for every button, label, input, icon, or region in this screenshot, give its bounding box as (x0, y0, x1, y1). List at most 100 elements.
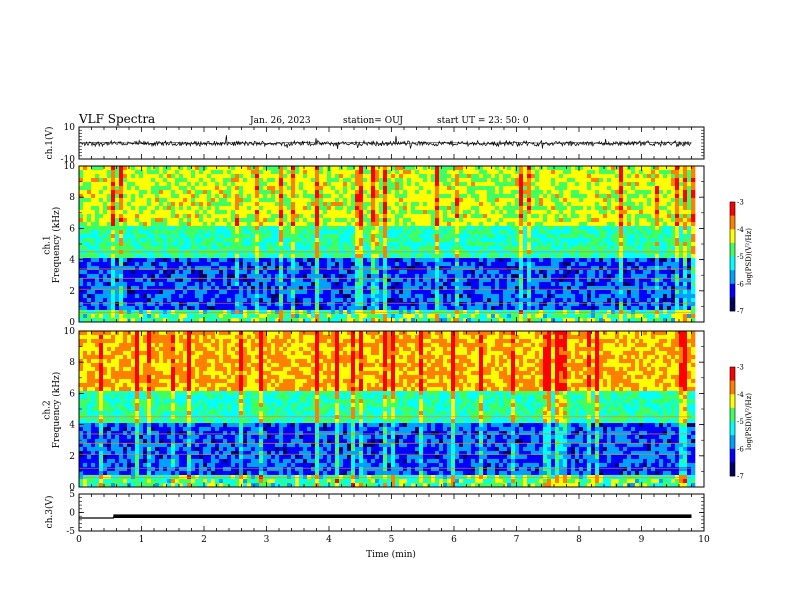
spectrogram-cell (259, 270, 264, 275)
spectrogram-cell (143, 230, 148, 235)
spectrogram-cell (331, 282, 336, 287)
spectrogram-cell (411, 222, 416, 227)
spectrogram-cell (135, 190, 140, 195)
spectrogram-cell (331, 230, 336, 235)
spectrogram-cell (251, 210, 256, 215)
spectrogram-cell (163, 226, 168, 231)
spectrogram-cell (419, 270, 424, 275)
spectrogram-cell (375, 290, 380, 295)
spectrogram-cell (359, 194, 364, 199)
spectrogram-cell (539, 210, 544, 215)
spectrogram-cell (183, 254, 188, 259)
spectrogram-cell (327, 302, 332, 307)
spectrogram-cell (303, 302, 308, 307)
spectrogram-cell (507, 214, 512, 219)
spectrogram-cell (375, 274, 380, 279)
spectrogram-cell (371, 170, 376, 175)
spectrogram-cell (195, 294, 200, 299)
spectrogram-cell (479, 314, 484, 319)
spectrogram-cell (327, 218, 332, 223)
spectrogram-cell (487, 234, 492, 239)
spectrogram-cell (327, 222, 332, 227)
spectrogram-cell (507, 258, 512, 263)
spectrogram-cell (503, 214, 508, 219)
spectrogram-cell (379, 266, 384, 271)
spectrogram-cell (423, 178, 428, 183)
spectrogram-cell (431, 302, 436, 307)
spectrogram-cell (87, 306, 92, 311)
spectrogram-cell (167, 170, 172, 175)
spectrogram-cell (507, 314, 512, 319)
spectrogram-cell (423, 310, 428, 315)
spectrogram-cell (435, 270, 440, 275)
spectrogram-cell (483, 238, 488, 243)
spectrogram-cell (347, 182, 352, 187)
spectrogram-cell (199, 246, 204, 251)
spectrogram-cell (447, 186, 452, 191)
spectrogram-cell (183, 290, 188, 295)
spectrogram-cell (263, 298, 268, 303)
spectrogram-cell (471, 242, 476, 247)
spectrogram-cell (155, 170, 160, 175)
spectrogram-cell (231, 302, 236, 307)
spectrogram-cell (355, 234, 360, 239)
spectrogram-cell (139, 194, 144, 199)
spectrogram-cell (187, 294, 192, 299)
spectrogram-cell (379, 254, 384, 259)
spectrogram-cell (483, 206, 488, 211)
spectrogram-cell (335, 198, 340, 203)
spectrogram-cell (567, 166, 572, 171)
spectrogram-cell (475, 194, 480, 199)
spectrogram-cell (363, 202, 368, 207)
spectrogram-cell (87, 318, 92, 323)
spectrogram-cell (375, 246, 380, 251)
spectrogram-cell (311, 166, 316, 171)
spectrogram-cell (499, 318, 504, 323)
spectrogram-cell (363, 282, 368, 287)
spectrogram-cell (207, 202, 212, 207)
spectrogram-cell (515, 182, 520, 187)
spectrogram-cell (127, 206, 132, 211)
spectrogram-cell (463, 210, 468, 215)
spectrogram-cell (415, 194, 420, 199)
spectrogram-cell (455, 190, 460, 195)
spectrogram-cell (571, 206, 576, 211)
spectrogram-cell (467, 202, 472, 207)
spectrogram-cell (87, 290, 92, 295)
spectrogram-cell (475, 246, 480, 251)
spectrogram-cell (359, 222, 364, 227)
spectrogram-cell (275, 210, 280, 215)
spectrogram-cell (111, 238, 116, 243)
spectrogram-cell (343, 230, 348, 235)
spectrogram-cell (539, 234, 544, 239)
spectrogram-cell (91, 210, 96, 215)
spectrogram-cell (391, 238, 396, 243)
spectrogram-cell (475, 290, 480, 295)
spectrogram-cell (79, 194, 84, 199)
spectrogram-cell (351, 206, 356, 211)
spectrogram-cell (191, 194, 196, 199)
spectrogram-cell (295, 242, 300, 247)
spectrogram-cell (323, 298, 328, 303)
spectrogram-cell (551, 198, 556, 203)
spectrogram-cell (187, 178, 192, 183)
spectrogram-cell (207, 258, 212, 263)
spectrogram-cell (95, 230, 100, 235)
spectrogram-cell (363, 226, 368, 231)
spectrogram-cell (195, 202, 200, 207)
spectrogram-cell (515, 258, 520, 263)
spectrogram-cell (563, 314, 568, 319)
spectrogram-cell (407, 274, 412, 279)
spectrogram-cell (475, 298, 480, 303)
spectrogram-cell (383, 282, 388, 287)
spectrogram-cell (179, 298, 184, 303)
spectrogram-cell (103, 202, 108, 207)
spectrogram-cell (331, 274, 336, 279)
spectrogram-cell (79, 206, 84, 211)
spectrogram-cell (427, 226, 432, 231)
spectrogram-cell (175, 202, 180, 207)
spectrogram-cell (555, 218, 560, 223)
spectrogram-cell (407, 258, 412, 263)
spectrogram-cell (383, 290, 388, 295)
spectrogram-cell (475, 218, 480, 223)
